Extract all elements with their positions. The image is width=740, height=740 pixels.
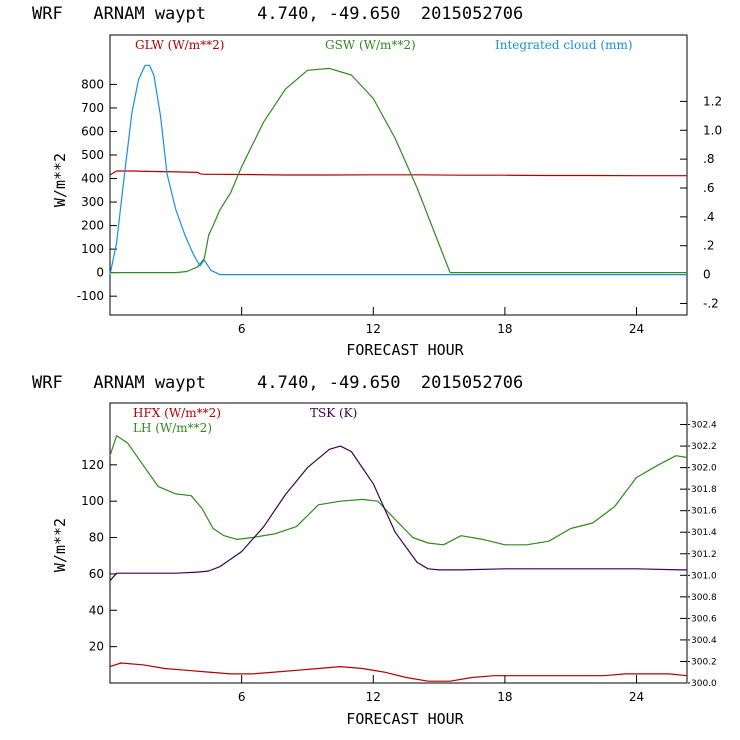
legend-tsk: TSK (K) <box>310 406 357 420</box>
y-tick-label: 40 <box>89 603 104 617</box>
x-tick-label: 24 <box>629 322 644 336</box>
series-line-cloud <box>109 64 687 276</box>
y-tick-label: -100 <box>77 289 104 303</box>
y-tick-label: 800 <box>81 77 104 91</box>
y2-tick-label: 0 <box>703 268 711 282</box>
x-axis-label: FORECAST HOUR <box>346 710 464 728</box>
y-tick-label: 100 <box>81 242 104 256</box>
x-tick-label: 12 <box>366 322 381 336</box>
y2-tick-label: 302.4 <box>691 421 717 431</box>
y2-tick-label: 301.6 <box>691 507 717 517</box>
y2-tick-label: 302.2 <box>691 442 717 452</box>
y2-tick-label: 300.2 <box>691 657 717 667</box>
x-tick-label: 6 <box>238 322 246 336</box>
legend-cloud: Integrated cloud (mm) <box>495 38 633 52</box>
y2-tick-label: 301.8 <box>691 485 717 495</box>
y2-tick-label: 301.0 <box>691 571 717 581</box>
y2-tick-label: 300.8 <box>691 593 717 603</box>
y-tick-label: 20 <box>89 640 104 654</box>
chart-title: WRF ARNAM waypt 4.740, -49.650 201505270… <box>32 373 523 393</box>
y2-tick-label: .8 <box>703 152 714 166</box>
y2-tick-label: .2 <box>703 239 714 253</box>
series-line-gsw <box>110 67 687 274</box>
y-tick-label: 120 <box>81 458 104 472</box>
y-tick-label: 80 <box>89 531 104 545</box>
series-line-lh <box>109 435 688 546</box>
y2-tick-label: 300.6 <box>691 614 717 624</box>
y-tick-label: 700 <box>81 101 104 115</box>
chart-title: WRF ARNAM waypt 4.740, -49.650 201505270… <box>32 4 523 24</box>
series-line-tsk <box>109 445 687 582</box>
y2-tick-label: .4 <box>703 210 714 224</box>
series-line-hfx <box>109 662 688 682</box>
plot-frame <box>109 402 688 684</box>
y-axis-label: W/m**2 <box>51 153 69 207</box>
y2-tick-label: 301.2 <box>691 550 717 560</box>
y-axis-label: W/m**2 <box>51 518 69 572</box>
x-tick-label: 18 <box>497 322 512 336</box>
x-tick-label: 12 <box>366 690 381 704</box>
legend-gsw: GSW (W/m**2) <box>325 38 416 52</box>
y-tick-label: 400 <box>81 172 104 186</box>
legend-lh: LH (W/m**2) <box>133 421 212 435</box>
y-tick-label: 300 <box>81 195 104 209</box>
y-tick-label: 60 <box>89 567 104 581</box>
x-tick-label: 6 <box>238 690 246 704</box>
y2-tick-label: 300.0 <box>691 679 717 689</box>
y2-tick-label: 302.0 <box>691 464 717 474</box>
y-tick-label: 100 <box>81 494 104 508</box>
y2-tick-label: .6 <box>703 181 714 195</box>
y2-tick-label: -.2 <box>703 296 719 310</box>
y2-tick-label: 300.4 <box>691 636 717 646</box>
legend-glw: GLW (W/m**2) <box>135 38 224 52</box>
radiation-chart: WRF ARNAM waypt 4.740, -49.650 201505270… <box>32 4 722 359</box>
y2-tick-label: 1.2 <box>703 94 722 108</box>
series-line-glw <box>109 170 687 177</box>
legend-hfx: HFX (W/m**2) <box>133 406 221 420</box>
y-tick-label: 600 <box>81 124 104 138</box>
x-tick-label: 24 <box>629 690 644 704</box>
y-tick-label: 0 <box>96 266 104 280</box>
x-tick-label: 18 <box>497 690 512 704</box>
y2-tick-label: 301.4 <box>691 528 717 538</box>
x-axis-label: FORECAST HOUR <box>346 341 464 359</box>
y-tick-label: 200 <box>81 219 104 233</box>
flux-chart: WRF ARNAM waypt 4.740, -49.650 201505270… <box>32 373 717 728</box>
y2-tick-label: 1.0 <box>703 123 722 137</box>
y-tick-label: 500 <box>81 148 104 162</box>
